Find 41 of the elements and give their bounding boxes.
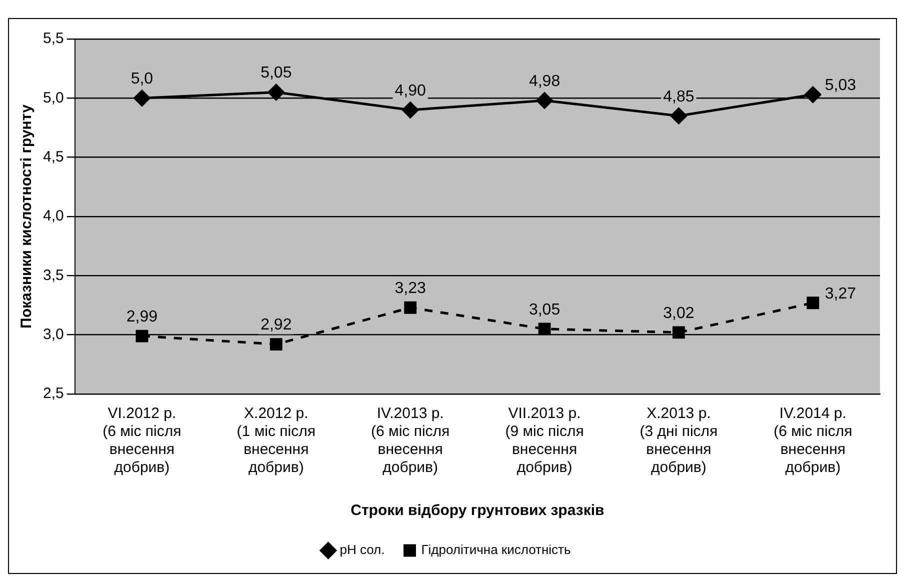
data-label: 5,0 bbox=[130, 70, 154, 88]
legend-label: pH сол. bbox=[340, 542, 385, 558]
point bbox=[404, 301, 417, 314]
data-label: 4,90 bbox=[394, 82, 426, 100]
data-label: 3,05 bbox=[528, 301, 560, 318]
point bbox=[806, 296, 820, 310]
point bbox=[670, 108, 687, 124]
data-label: 5,05 bbox=[260, 64, 292, 82]
data-label: 3,02 bbox=[663, 304, 694, 322]
data-label: 5,03 bbox=[824, 77, 856, 94]
x-tick-label: VI.2012 р. (6 міс після внесення добрив) bbox=[102, 405, 182, 476]
y-axis-title: Показники кислотності грунту bbox=[18, 104, 36, 328]
x-tick-label: X.2013 р. (3 дні після внесення добрив) bbox=[640, 405, 718, 476]
y-tick-label: 2,5 bbox=[42, 385, 64, 402]
x-tick-label: VII.2013 р. (9 міс після внесення добрив) bbox=[505, 405, 584, 476]
x-tick-label: IV.2014 р. (6 міс після внесення добрив) bbox=[774, 405, 852, 476]
data-label: 3,23 bbox=[394, 280, 426, 298]
point bbox=[270, 338, 282, 350]
point bbox=[402, 102, 419, 118]
point bbox=[268, 84, 284, 100]
point bbox=[536, 92, 553, 109]
data-label: 2,99 bbox=[126, 308, 158, 326]
data-label: 3,27 bbox=[824, 285, 856, 302]
legend-label: Гідролітична кислотність bbox=[421, 542, 572, 558]
y-tick-label: 5,0 bbox=[42, 89, 64, 106]
x-tick-label: X.2012 р. (1 міс після внесення добрив) bbox=[236, 405, 316, 476]
data-label: 4,98 bbox=[528, 72, 560, 90]
x-axis-title: Строки відбору грунтових зразків bbox=[350, 502, 604, 520]
point bbox=[538, 322, 551, 336]
point bbox=[136, 330, 148, 342]
x-tick-label: IV.2013 р. (6 міс після внесення добрив) bbox=[371, 405, 450, 476]
point bbox=[672, 326, 685, 339]
y-tick-label: 4,5 bbox=[42, 148, 64, 166]
y-tick-label: 4,0 bbox=[42, 208, 64, 225]
y-tick-label: 3,5 bbox=[42, 266, 64, 284]
point bbox=[804, 86, 822, 103]
y-tick-label: 5,5 bbox=[42, 30, 64, 48]
data-label: 2,92 bbox=[260, 316, 292, 334]
y-tick-label: 3,0 bbox=[42, 326, 64, 343]
point bbox=[134, 90, 150, 106]
data-label: 4,85 bbox=[663, 88, 694, 106]
